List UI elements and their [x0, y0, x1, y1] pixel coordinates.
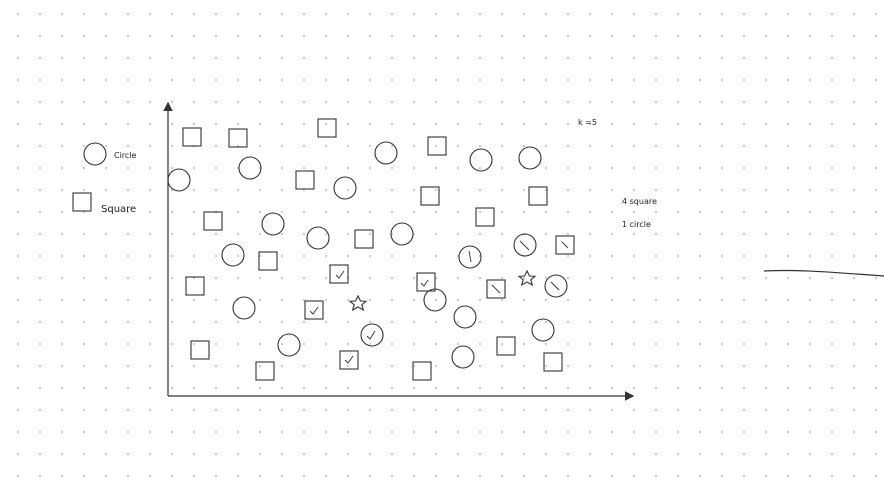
check-mark-icon: [335, 270, 345, 279]
neighbor-circle-point: [544, 274, 568, 298]
circle-point: [261, 212, 285, 236]
circle-point: [238, 156, 262, 180]
circle-point: [423, 288, 447, 312]
query-star-icon: [517, 269, 537, 287]
square-point: [354, 229, 374, 249]
circle-point: [333, 176, 357, 200]
neighbor-square-point: [555, 235, 575, 255]
circle-point: [451, 345, 475, 369]
legend-square-label: Square: [101, 204, 137, 215]
square-point: [496, 336, 516, 356]
square-point: [317, 118, 337, 138]
tick-mark-icon: [491, 284, 501, 294]
square-point: [427, 136, 447, 156]
check-mark-icon: [420, 279, 429, 287]
square-point: [228, 128, 248, 148]
circle-point: [221, 243, 245, 267]
square-point: [190, 340, 210, 360]
tick-mark-icon: [468, 250, 472, 263]
neighbor-square-point: [329, 264, 349, 284]
circle-point: [518, 146, 542, 170]
freehand-stroke: [763, 269, 884, 277]
data-points: [167, 118, 575, 381]
circle-point: [306, 226, 330, 250]
neighbor-circle-point: [458, 245, 482, 269]
neighbor-circle-point: [360, 323, 384, 347]
circle-point: [374, 141, 398, 165]
neighbor-square-point: [486, 279, 506, 299]
neighbor-circle-point: [513, 233, 537, 257]
circle-point: [469, 148, 493, 172]
circle-point: [531, 318, 555, 342]
square-point: [543, 352, 563, 372]
legend-circle-label: Circle: [114, 151, 137, 160]
square-point: [203, 211, 223, 231]
square-point: [255, 361, 275, 381]
legend-circle-icon: [83, 142, 107, 166]
check-mark-icon: [366, 330, 376, 340]
circle-point: [277, 333, 301, 357]
square-point: [420, 186, 440, 206]
result-circle-label: 1 circle: [622, 220, 651, 229]
neighbor-square-point: [304, 300, 324, 320]
square-point: [295, 170, 315, 190]
square-point: [412, 361, 432, 381]
square-point: [185, 276, 205, 296]
circle-point: [232, 296, 256, 320]
tick-mark-icon: [550, 281, 560, 291]
square-point: [475, 207, 495, 227]
square-point: [182, 127, 202, 147]
neighbor-square-point: [339, 350, 359, 370]
square-point: [258, 251, 278, 271]
square-point: [528, 186, 548, 206]
result-square-label: 4 square: [622, 197, 657, 206]
tick-mark-icon: [561, 241, 569, 249]
legend-square-icon: [72, 192, 92, 212]
neighbor-square-point: [416, 272, 436, 292]
circle-point: [453, 305, 477, 329]
circle-point: [390, 222, 414, 246]
check-mark-icon: [344, 355, 354, 364]
neighbor-marks: [309, 240, 569, 364]
check-mark-icon: [309, 306, 319, 315]
tick-mark-icon: [519, 240, 530, 251]
circle-point: [167, 168, 191, 192]
query-star-icon: [348, 294, 368, 312]
k-value-label: k =5: [578, 118, 597, 127]
